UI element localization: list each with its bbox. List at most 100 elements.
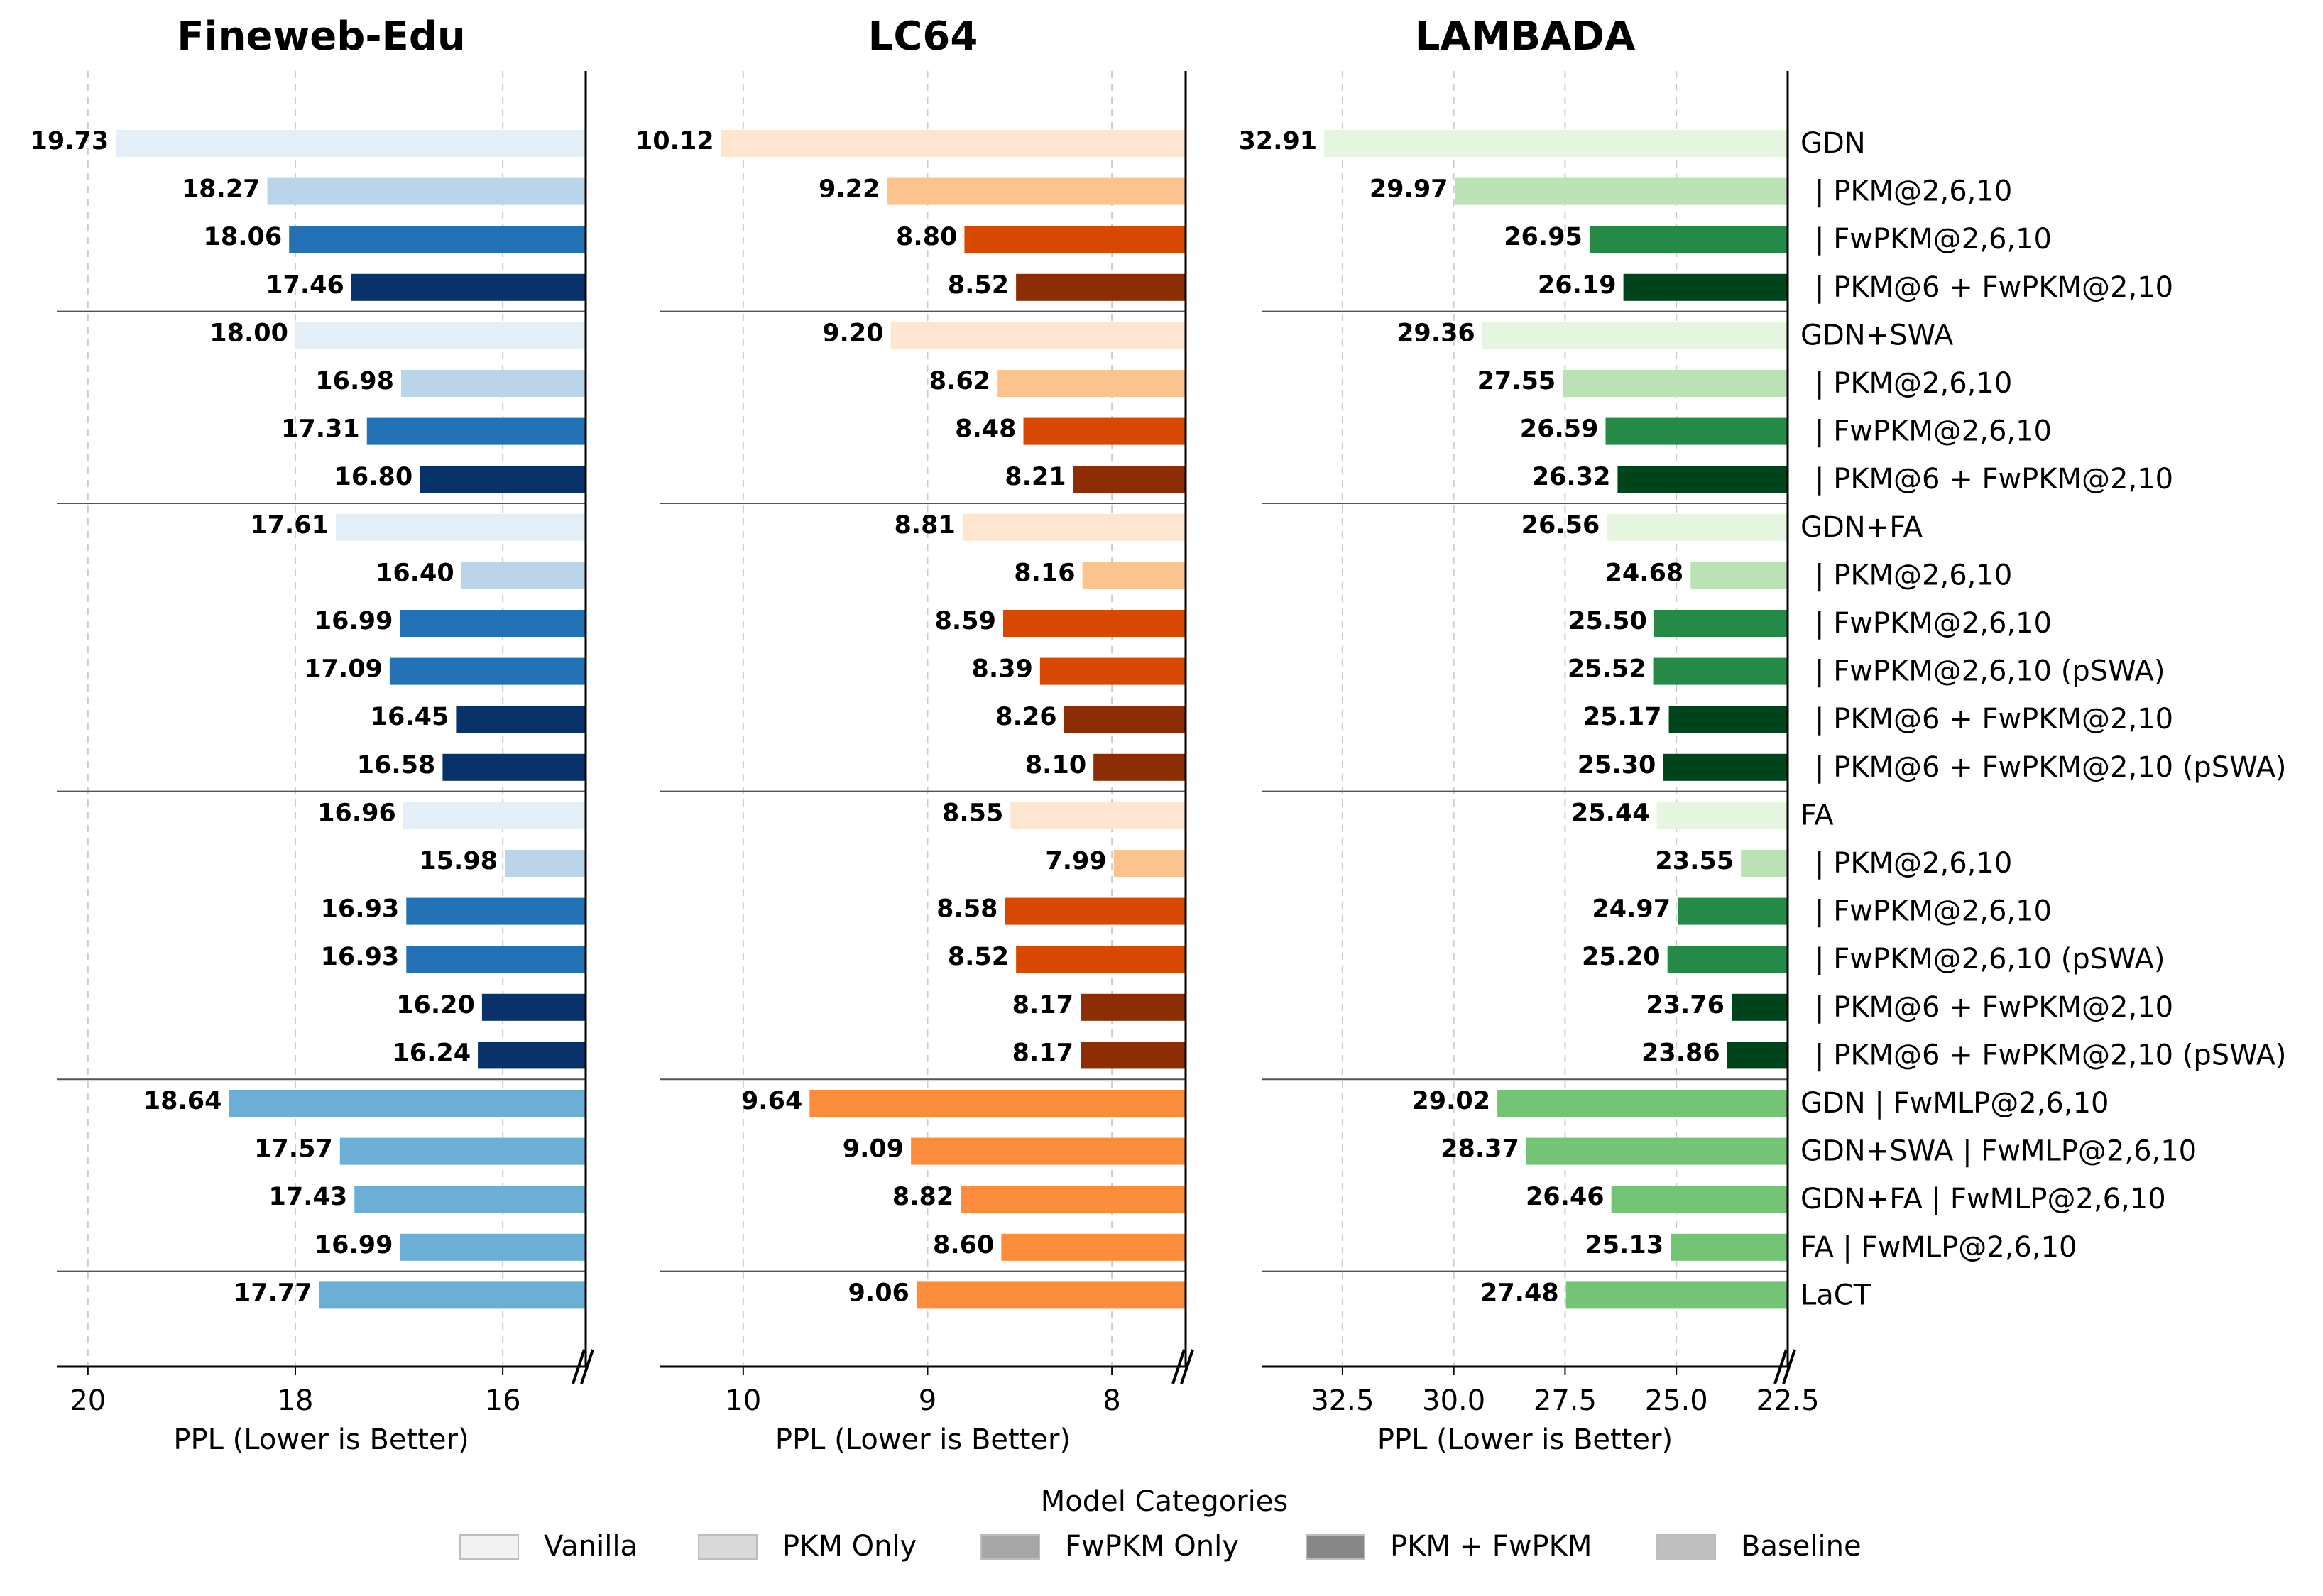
bar <box>1001 1233 1186 1261</box>
data-label: 26.19 <box>1538 271 1617 300</box>
bar <box>1727 1042 1788 1069</box>
data-label: 26.95 <box>1504 223 1583 251</box>
bar <box>389 657 586 685</box>
x-axis-label: PPL (Lower is Better) <box>173 1423 469 1456</box>
row-label: | FwPKM@2,6,10 <box>1800 895 2052 928</box>
bar <box>406 946 586 973</box>
bar <box>1663 753 1788 781</box>
bar <box>961 1186 1186 1213</box>
bar <box>400 370 586 397</box>
data-label: 16.98 <box>315 367 394 395</box>
data-label: 24.97 <box>1592 895 1671 924</box>
bar <box>354 1186 586 1213</box>
x-tick-label: 32.5 <box>1311 1384 1374 1417</box>
axis-break-mark <box>1171 1349 1186 1384</box>
row-label: GDN+FA <box>1800 511 1923 544</box>
data-label: 8.58 <box>936 895 997 924</box>
bar <box>1623 273 1788 301</box>
data-label: 25.30 <box>1578 751 1656 780</box>
bar <box>1654 610 1788 637</box>
bar <box>403 802 586 829</box>
data-label: 8.16 <box>1014 559 1075 587</box>
x-tick-label: 30.0 <box>1422 1384 1485 1417</box>
panel-title: LAMBADA <box>1415 13 1636 60</box>
x-tick-label: 27.5 <box>1534 1384 1597 1417</box>
legend-label: PKM Only <box>782 1530 917 1563</box>
bar <box>1741 850 1788 877</box>
bar <box>890 322 1186 349</box>
bar <box>295 322 586 349</box>
legend-swatch <box>1306 1534 1365 1560</box>
bar <box>351 273 586 301</box>
bar <box>1690 562 1788 589</box>
bar <box>505 850 586 877</box>
bar <box>335 513 586 541</box>
x-tick-label: 10 <box>725 1384 761 1417</box>
bar <box>1081 1042 1186 1069</box>
row-label: | PKM@6 + FwPKM@2,10 <box>1800 703 2173 736</box>
panel-title: Fineweb-Edu <box>177 13 466 60</box>
data-label: 25.20 <box>1582 943 1661 971</box>
legend-title: Model Categories <box>1041 1485 1288 1518</box>
data-label: 9.20 <box>822 319 883 347</box>
bar <box>1656 802 1788 829</box>
bar <box>1605 417 1788 445</box>
bar <box>1497 1090 1788 1117</box>
row-label: | PKM@2,6,10 <box>1800 175 2012 208</box>
bar <box>1455 177 1788 205</box>
bar <box>1617 466 1788 493</box>
bar <box>1607 513 1788 541</box>
row-label: | PKM@6 + FwPKM@2,10 (pSWA) <box>1800 751 2287 784</box>
x-axis-label: PPL (Lower is Better) <box>775 1423 1071 1456</box>
data-label: 17.09 <box>304 655 383 684</box>
data-label: 29.02 <box>1411 1087 1490 1115</box>
data-label: 27.55 <box>1477 367 1556 395</box>
bar <box>1064 706 1186 733</box>
bar <box>1678 897 1788 925</box>
bar <box>1082 562 1186 589</box>
legend-label: Vanilla <box>544 1530 638 1563</box>
data-label: 8.60 <box>933 1231 994 1259</box>
data-label: 25.17 <box>1583 703 1662 731</box>
data-label: 8.59 <box>935 607 996 635</box>
data-label: 17.43 <box>269 1183 348 1211</box>
data-label: 8.82 <box>892 1183 953 1211</box>
row-label: | PKM@6 + FwPKM@2,10 <box>1800 991 2173 1024</box>
data-label: 17.77 <box>234 1279 312 1307</box>
bar <box>1671 1233 1788 1261</box>
row-label: | FwPKM@2,6,10 (pSWA) <box>1800 943 2165 975</box>
bar <box>289 226 586 253</box>
data-label: 25.44 <box>1571 799 1650 827</box>
row-label: GDN+FA | FwMLP@2,6,10 <box>1800 1183 2166 1215</box>
data-label: 26.59 <box>1520 415 1599 444</box>
bar <box>481 993 586 1021</box>
bar <box>461 562 586 589</box>
bar <box>1039 657 1186 685</box>
data-label: 32.91 <box>1238 127 1317 155</box>
row-label: | FwPKM@2,6,10 <box>1800 415 2052 448</box>
bar <box>267 177 586 205</box>
bar <box>442 753 586 781</box>
data-label: 8.80 <box>896 223 957 251</box>
bar <box>1324 130 1788 157</box>
bar <box>400 1233 586 1261</box>
data-label: 18.00 <box>209 319 288 347</box>
bar <box>1016 273 1186 301</box>
bar <box>1005 897 1186 925</box>
x-tick-label: 18 <box>278 1384 314 1417</box>
data-label: 25.50 <box>1568 607 1647 635</box>
row-label: | PKM@6 + FwPKM@2,10 <box>1800 463 2173 496</box>
data-label: 8.21 <box>1005 463 1066 491</box>
data-label: 27.48 <box>1480 1279 1559 1307</box>
axis-break-mark <box>1782 1349 1796 1384</box>
bar <box>229 1090 586 1117</box>
axis-break-mark <box>572 1349 586 1384</box>
data-label: 9.22 <box>819 175 880 204</box>
bar <box>997 370 1186 397</box>
bar <box>1073 466 1186 493</box>
data-label: 25.52 <box>1568 655 1646 684</box>
bar <box>1016 946 1186 973</box>
row-label: | PKM@6 + FwPKM@2,10 (pSWA) <box>1800 1039 2287 1071</box>
data-label: 16.99 <box>315 1231 393 1259</box>
